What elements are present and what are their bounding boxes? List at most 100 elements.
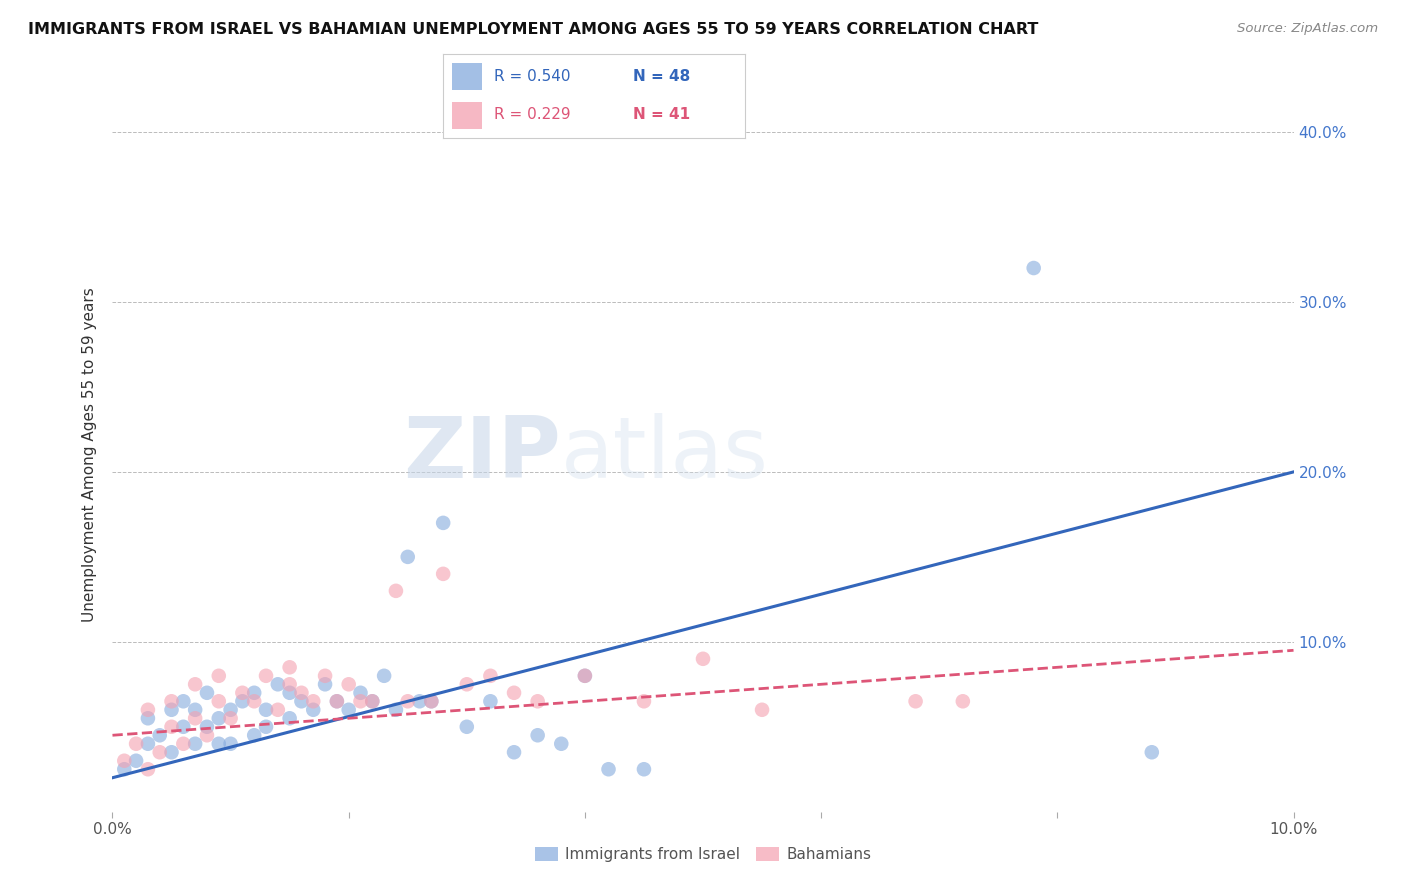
Point [526, 694, 548, 708]
Point [243, 686, 266, 700]
Point [136, 711, 159, 725]
Point [184, 703, 207, 717]
Text: ZIP: ZIP [404, 413, 561, 497]
Point [361, 694, 384, 708]
Point [254, 669, 277, 683]
Point [349, 686, 371, 700]
Text: N = 41: N = 41 [633, 107, 690, 122]
Point [408, 694, 430, 708]
Point [904, 694, 927, 708]
Point [503, 686, 526, 700]
Point [314, 669, 336, 683]
Point [290, 686, 312, 700]
Point [550, 737, 572, 751]
Point [633, 762, 655, 776]
Point [149, 745, 172, 759]
Point [195, 686, 218, 700]
Point [337, 703, 360, 717]
Point [149, 728, 172, 742]
Point [290, 694, 312, 708]
Point [574, 669, 596, 683]
Point [278, 711, 301, 725]
Point [172, 737, 194, 751]
Point [172, 720, 194, 734]
Point [420, 694, 443, 708]
Point [160, 703, 183, 717]
Point [302, 694, 325, 708]
Point [361, 694, 384, 708]
Point [208, 737, 231, 751]
Point [692, 652, 714, 666]
Point [385, 703, 408, 717]
Text: N = 48: N = 48 [633, 69, 690, 84]
Text: R = 0.229: R = 0.229 [495, 107, 571, 122]
Point [195, 720, 218, 734]
Text: R = 0.540: R = 0.540 [495, 69, 571, 84]
Point [420, 694, 443, 708]
Text: IMMIGRANTS FROM ISRAEL VS BAHAMIAN UNEMPLOYMENT AMONG AGES 55 TO 59 YEARS CORREL: IMMIGRANTS FROM ISRAEL VS BAHAMIAN UNEMP… [28, 22, 1039, 37]
Point [243, 728, 266, 742]
Point [112, 754, 135, 768]
Point [278, 660, 301, 674]
Point [1022, 260, 1045, 275]
Point [208, 669, 231, 683]
Point [184, 737, 207, 751]
Point [267, 677, 290, 691]
Point [219, 711, 242, 725]
Point [396, 694, 419, 708]
Point [278, 686, 301, 700]
Point [396, 549, 419, 564]
Bar [451, 62, 482, 90]
Point [231, 686, 253, 700]
Point [952, 694, 974, 708]
Bar [451, 102, 482, 129]
Point [112, 762, 135, 776]
Point [337, 677, 360, 691]
Point [208, 711, 231, 725]
Point [432, 516, 454, 530]
Point [278, 677, 301, 691]
Point [208, 694, 231, 708]
Point [373, 669, 395, 683]
Point [219, 703, 242, 717]
Point [326, 694, 349, 708]
Point [349, 694, 371, 708]
Point [219, 737, 242, 751]
Point [432, 566, 454, 581]
Point [314, 677, 336, 691]
Legend: Immigrants from Israel, Bahamians: Immigrants from Israel, Bahamians [529, 841, 877, 868]
Point [184, 711, 207, 725]
Point [254, 703, 277, 717]
Point [160, 694, 183, 708]
Point [326, 694, 349, 708]
Point [136, 762, 159, 776]
Point [136, 737, 159, 751]
Point [172, 694, 194, 708]
Point [456, 677, 478, 691]
Point [1140, 745, 1163, 759]
Point [231, 694, 253, 708]
Point [267, 703, 290, 717]
Y-axis label: Unemployment Among Ages 55 to 59 years: Unemployment Among Ages 55 to 59 years [82, 287, 97, 623]
Point [385, 583, 408, 598]
Point [243, 694, 266, 708]
Point [456, 720, 478, 734]
Point [125, 754, 148, 768]
Point [574, 669, 596, 683]
Text: atlas: atlas [561, 413, 769, 497]
Point [598, 762, 620, 776]
Point [125, 737, 148, 751]
Point [160, 745, 183, 759]
Point [136, 703, 159, 717]
Point [751, 703, 773, 717]
Point [503, 745, 526, 759]
Point [479, 694, 502, 708]
Text: Source: ZipAtlas.com: Source: ZipAtlas.com [1237, 22, 1378, 36]
Point [184, 677, 207, 691]
Point [254, 720, 277, 734]
Point [479, 669, 502, 683]
Point [160, 720, 183, 734]
Point [302, 703, 325, 717]
Point [526, 728, 548, 742]
Point [633, 694, 655, 708]
